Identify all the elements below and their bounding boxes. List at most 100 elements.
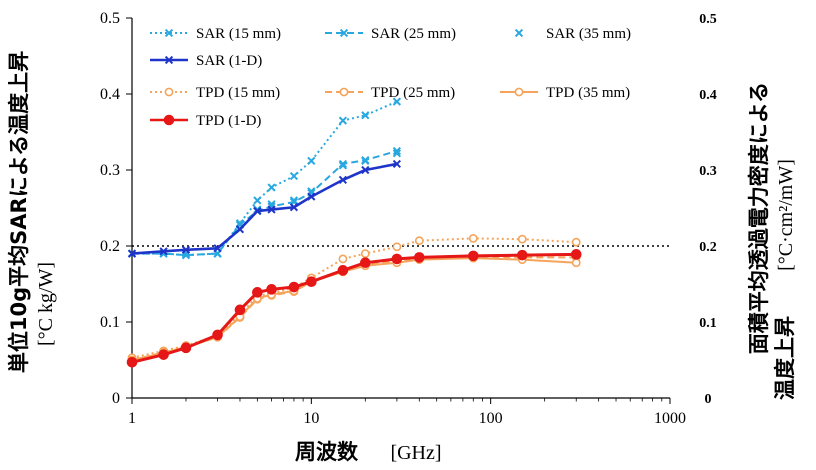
data-point — [361, 111, 370, 120]
data-point — [307, 192, 316, 201]
legend-marker — [164, 87, 174, 97]
data-point — [338, 254, 348, 264]
data-point — [252, 287, 263, 298]
data-point — [181, 245, 191, 254]
y-axis-right-title-line2: 温度上昇 — [773, 316, 797, 400]
y-tick-label-left: 0.3 — [100, 162, 120, 179]
y-axis-right-unit: [°C·cm²/mW] — [775, 159, 797, 271]
legend-label: SAR (35 mm) — [546, 26, 631, 42]
series-line — [132, 150, 398, 257]
x-tick-label: 10 — [303, 410, 319, 427]
legend-item: TPD (25 mm) — [325, 85, 455, 101]
legend-item: TPD (1-D) — [150, 113, 261, 129]
legend-label: TPD (25 mm) — [371, 85, 455, 101]
legend-item: SAR (15 mm) — [150, 26, 281, 42]
data-point — [392, 159, 402, 169]
data-point — [338, 161, 348, 170]
legend-marker — [514, 28, 524, 38]
y-tick-label-right: 0.1 — [699, 316, 717, 331]
legend-label: TPD (35 mm) — [546, 85, 630, 101]
data-point — [306, 276, 317, 288]
data-point — [392, 97, 402, 106]
data-point — [391, 253, 403, 265]
data-point — [338, 159, 348, 169]
data-point — [253, 196, 262, 205]
data-point — [180, 342, 192, 354]
data-point — [414, 236, 424, 246]
data-point — [414, 252, 425, 263]
data-point — [267, 183, 276, 192]
x-axis-unit: [GHz] — [390, 442, 441, 464]
x-axis-title: 周波数 — [295, 440, 359, 464]
data-point — [235, 225, 245, 234]
legend-item: SAR (25 mm) — [325, 26, 456, 42]
data-point — [253, 206, 262, 216]
data-point — [516, 249, 528, 261]
data-point — [468, 233, 478, 243]
y-tick-label-right: 0 — [705, 392, 712, 407]
data-point — [213, 244, 222, 253]
legend-label: SAR (25 mm) — [371, 26, 456, 42]
y-tick-label-left: 0 — [112, 390, 120, 407]
y-axis-left-unit: [°C kg/W] — [35, 262, 57, 346]
y-tick-label-left: 0.5 — [100, 10, 120, 27]
y-tick-label-left: 0.2 — [100, 238, 120, 255]
legend-item: TPD (35 mm) — [500, 85, 630, 101]
series-layer — [126, 97, 582, 368]
x-tick-label: 100 — [479, 410, 503, 427]
legend: SAR (15 mm) SAR (25 mm) SAR (35 mm) SAR (1-… — [150, 26, 631, 129]
y-tick-label-left: 0.4 — [100, 86, 120, 103]
data-point — [361, 165, 370, 175]
legend-marker — [164, 28, 174, 38]
data-point — [126, 356, 138, 368]
legend-label: SAR (15 mm) — [196, 26, 281, 42]
legend-marker — [339, 87, 349, 97]
data-point — [159, 247, 168, 256]
y-axis-right-title: 面積平均透過電力密度による — [747, 82, 771, 354]
legend-label: SAR (1-D) — [196, 53, 262, 69]
data-point — [127, 249, 137, 258]
y-tick-label-right: 0.3 — [699, 164, 717, 179]
data-point — [267, 205, 276, 214]
x-tick-label: 1 — [128, 410, 136, 427]
legend-marker — [163, 114, 175, 126]
legend-item: SAR (35 mm) — [514, 26, 631, 42]
legend-marker — [339, 28, 349, 38]
data-point — [212, 329, 223, 341]
data-point — [360, 249, 370, 258]
y-tick-label-right: 0.2 — [699, 240, 717, 255]
data-point — [289, 171, 299, 181]
data-point — [392, 146, 402, 156]
data-point — [571, 258, 581, 268]
data-point — [360, 257, 371, 269]
series-sar-1-d — [127, 159, 402, 258]
data-point — [361, 156, 370, 165]
data-point — [571, 237, 581, 247]
data-point — [158, 349, 169, 360]
series-line — [131, 162, 398, 255]
data-point — [338, 116, 348, 125]
series-line — [131, 252, 577, 364]
data-point — [288, 281, 300, 293]
legend-label: TPD (15 mm) — [196, 85, 280, 101]
y-tick-label-left: 0.1 — [100, 314, 120, 331]
data-point — [570, 249, 582, 260]
data-point — [517, 234, 527, 244]
y-axis-left-title: 単位10g平均SARによる温度上昇 — [7, 51, 31, 373]
x-tick-label: 1000 — [654, 410, 686, 427]
data-point — [338, 175, 348, 184]
legend-label: TPD (1-D) — [196, 113, 261, 129]
data-point — [392, 149, 402, 158]
legend-item: TPD (15 mm) — [150, 85, 280, 101]
data-point — [234, 304, 246, 316]
data-point — [307, 156, 316, 165]
plot-area — [131, 18, 670, 399]
y-tick-label-right: 0.4 — [699, 88, 717, 103]
axis-ticks: 1 10 100 1000 0 0 0.1 0.1 0.2 0.2 0.3 0.3 0.4 0.4 0.5 0… — [100, 10, 717, 427]
legend-marker — [514, 87, 524, 97]
data-point — [467, 250, 479, 262]
y-tick-label-right: 0.5 — [699, 12, 717, 27]
data-point — [392, 242, 402, 252]
